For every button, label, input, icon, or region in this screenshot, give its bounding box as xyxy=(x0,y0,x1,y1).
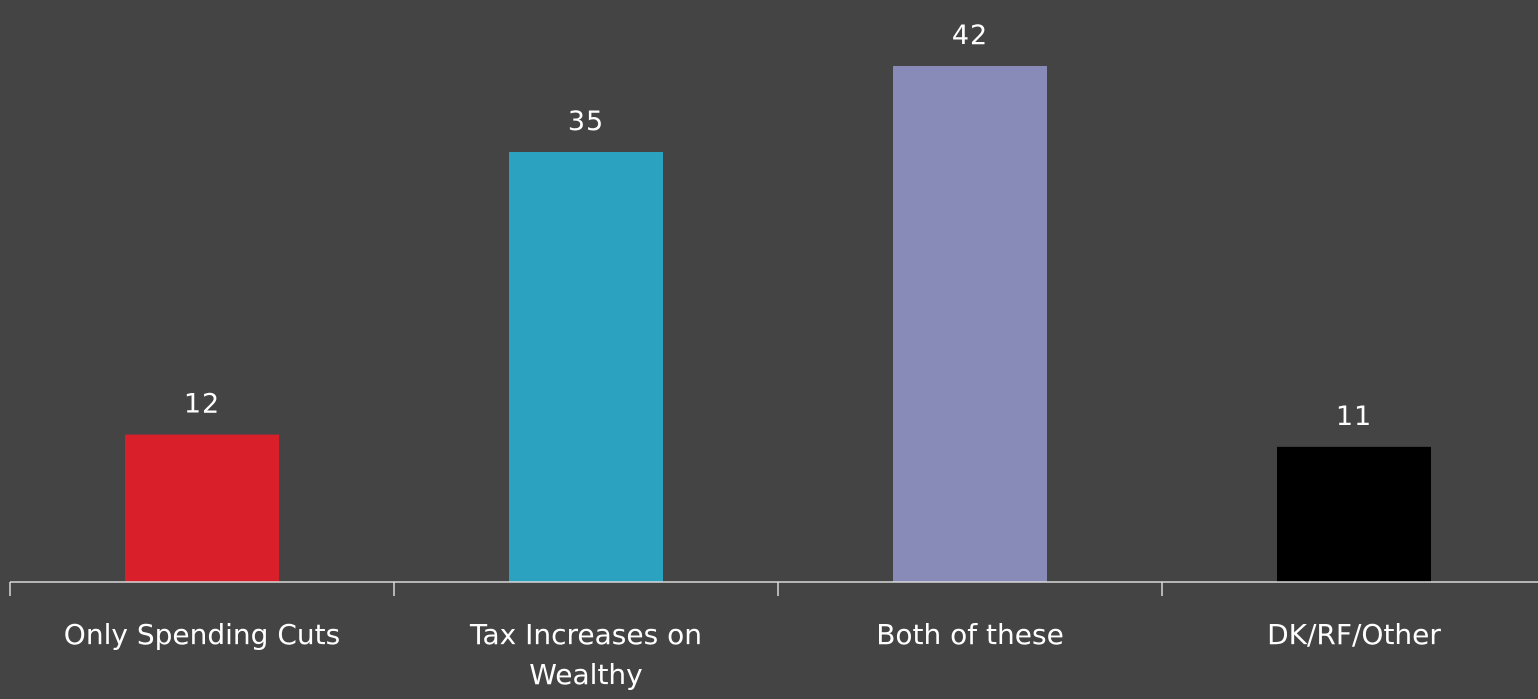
bar-value-label: 35 xyxy=(568,106,604,137)
x-axis-category-label: Tax Increases on Wealthy xyxy=(469,618,702,691)
bar xyxy=(1277,446,1431,582)
x-axis-ticks xyxy=(9,582,1163,596)
bar-series xyxy=(125,66,1431,582)
bar xyxy=(893,66,1047,582)
category-label-line: DK/RF/Other xyxy=(1267,618,1441,651)
bar-value-label: 11 xyxy=(1336,401,1372,432)
data-labels: 12 35 42 11 xyxy=(184,20,1372,432)
category-label-line: Only Spending Cuts xyxy=(64,618,340,651)
x-axis-category-label: Both of these xyxy=(876,618,1064,651)
x-axis-category-labels: Only Spending Cuts Tax Increases on Wealth… xyxy=(64,618,1442,691)
category-label-line: Wealthy xyxy=(529,658,643,691)
category-label-line: Both of these xyxy=(876,618,1064,651)
bar xyxy=(509,152,663,582)
category-label-line: Tax Increases on xyxy=(469,618,702,651)
bar xyxy=(125,434,279,582)
bar-value-label: 42 xyxy=(952,20,988,51)
x-axis-category-label: DK/RF/Other xyxy=(1267,618,1441,651)
bar-value-label: 12 xyxy=(184,389,220,420)
x-axis-category-label: Only Spending Cuts xyxy=(64,618,340,651)
